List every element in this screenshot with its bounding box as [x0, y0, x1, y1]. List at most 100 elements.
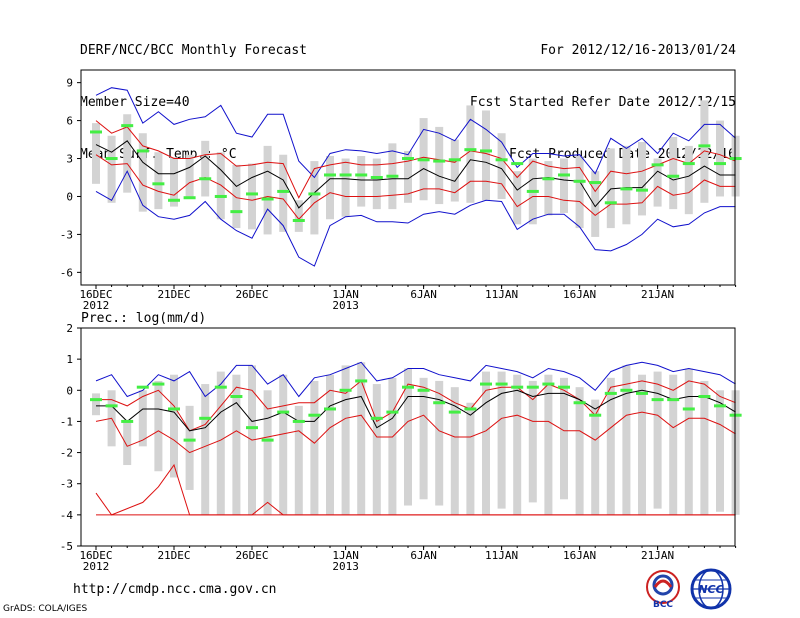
box-1-12: [279, 374, 288, 515]
box-1-9: [232, 374, 241, 515]
box-0-5: [170, 157, 178, 207]
clim-marker-0-12: [277, 189, 290, 193]
box-1-35: [638, 374, 646, 515]
clim-marker-1-15: [324, 407, 336, 411]
bcc-logo-text: BCC: [653, 600, 673, 610]
footer-url[interactable]: http://cmdp.ncc.cma.gov.cn: [73, 582, 277, 597]
box-1-32: [591, 399, 600, 515]
clim-marker-0-0: [90, 130, 102, 134]
box-0-20: [404, 150, 412, 203]
clim-marker-0-32: [589, 181, 602, 185]
chart-title: DERF/NCC/BCC Monthly Forecast: [80, 43, 307, 58]
member-size: Member Size=40: [80, 95, 190, 110]
clim-marker-0-30: [558, 173, 570, 177]
clim-marker-1-14: [308, 413, 321, 417]
clim-marker-0-2: [121, 124, 134, 128]
ytick-label-1-5: 0: [66, 384, 73, 397]
box-1-33: [606, 377, 615, 515]
clim-marker-1-21: [417, 388, 430, 392]
clim-marker-0-26: [495, 158, 508, 162]
box-1-37: [669, 374, 678, 515]
series-min-0: [95, 170, 736, 267]
series-mean-1: [96, 389, 736, 432]
xtick-sublabel-0-3: 2013: [332, 299, 359, 312]
box-1-0: [92, 393, 100, 416]
clim-marker-1-41: [729, 413, 742, 417]
box-1-26: [497, 371, 506, 509]
clim-marker-1-8: [214, 385, 227, 389]
box-1-2: [123, 421, 132, 466]
box-0-27: [513, 171, 522, 225]
ytick-label-0-1: -3: [60, 228, 73, 241]
clim-marker-0-11: [261, 197, 274, 201]
box-0-2: [123, 114, 132, 193]
clim-marker-1-27: [511, 385, 524, 389]
clim-marker-0-21: [417, 158, 430, 162]
series-max-0: [95, 87, 736, 179]
clim-marker-1-37: [667, 398, 680, 402]
box-0-40: [716, 120, 724, 197]
box-0-37: [669, 137, 678, 210]
ytick-label-1-1: -4: [60, 509, 74, 522]
ytick-label-0-4: 6: [66, 115, 73, 128]
series-mean+sd-0: [95, 120, 736, 199]
clim-marker-1-13: [292, 419, 305, 423]
clim-marker-0-40: [714, 162, 726, 166]
box-0-1: [107, 135, 116, 203]
ytick-label-1-6: 1: [66, 353, 73, 366]
clim-marker-0-13: [292, 219, 305, 222]
box-1-41: [731, 390, 740, 515]
clim-marker-0-23: [448, 158, 461, 162]
clim-marker-1-16: [339, 388, 352, 392]
xtick-label-0-3: 1JAN: [332, 288, 359, 301]
clim-marker-0-16: [339, 173, 352, 177]
ytick-label-0-5: 9: [66, 77, 73, 90]
box-0-13: [294, 200, 303, 232]
clim-marker-0-39: [698, 144, 711, 148]
box-0-41: [731, 135, 740, 197]
ncc-logo-text: NCC: [698, 583, 723, 596]
box-0-22: [435, 126, 444, 205]
box-1-3: [138, 390, 147, 447]
clim-marker-0-35: [636, 188, 648, 192]
box-1-28: [528, 380, 537, 503]
xtick-sublabel-1-0: 2012: [83, 560, 110, 573]
clim-marker-1-3: [136, 385, 149, 389]
box-0-24: [466, 105, 475, 203]
box-0-29: [544, 161, 553, 216]
clim-marker-1-23: [448, 410, 461, 414]
clim-marker-0-22: [433, 159, 446, 163]
xtick-label-1-7: 21JAN: [641, 549, 674, 562]
xtick-label-0-0: 16DEC: [79, 288, 112, 301]
clim-marker-0-29: [542, 177, 555, 181]
box-1-30: [560, 377, 568, 500]
xtick-sublabel-1-3: 2013: [332, 560, 359, 573]
clim-marker-1-9: [230, 395, 243, 399]
xtick-sublabel-0-0: 2012: [83, 299, 110, 312]
box-1-8: [216, 371, 225, 515]
clim-marker-0-24: [464, 148, 477, 152]
box-1-18: [372, 384, 381, 515]
clim-marker-0-18: [370, 176, 383, 179]
ytick-label-0-2: 0: [66, 190, 73, 203]
box-0-7: [201, 140, 210, 197]
ytick-label-0-3: 3: [66, 153, 73, 166]
ytick-label-1-4: -1: [60, 415, 73, 428]
xtick-label-1-1: 21DEC: [157, 549, 190, 562]
box-0-34: [622, 145, 631, 225]
box-0-38: [684, 145, 693, 215]
ytick-label-1-3: -2: [60, 447, 73, 460]
clim-marker-1-5: [168, 407, 180, 411]
clim-marker-0-27: [511, 162, 524, 166]
clim-marker-0-33: [604, 201, 617, 205]
box-0-26: [497, 133, 506, 199]
box-0-17: [357, 156, 366, 207]
forecast-period: For 2012/12/16-2013/01/24: [540, 43, 736, 58]
box-0-23: [450, 139, 459, 202]
clim-marker-1-10: [246, 426, 258, 430]
clim-marker-1-40: [714, 404, 726, 408]
xtick-label-0-6: 16JAN: [563, 288, 596, 301]
box-1-21: [419, 377, 428, 500]
clim-marker-0-41: [729, 157, 742, 161]
clim-marker-1-26: [495, 382, 508, 386]
